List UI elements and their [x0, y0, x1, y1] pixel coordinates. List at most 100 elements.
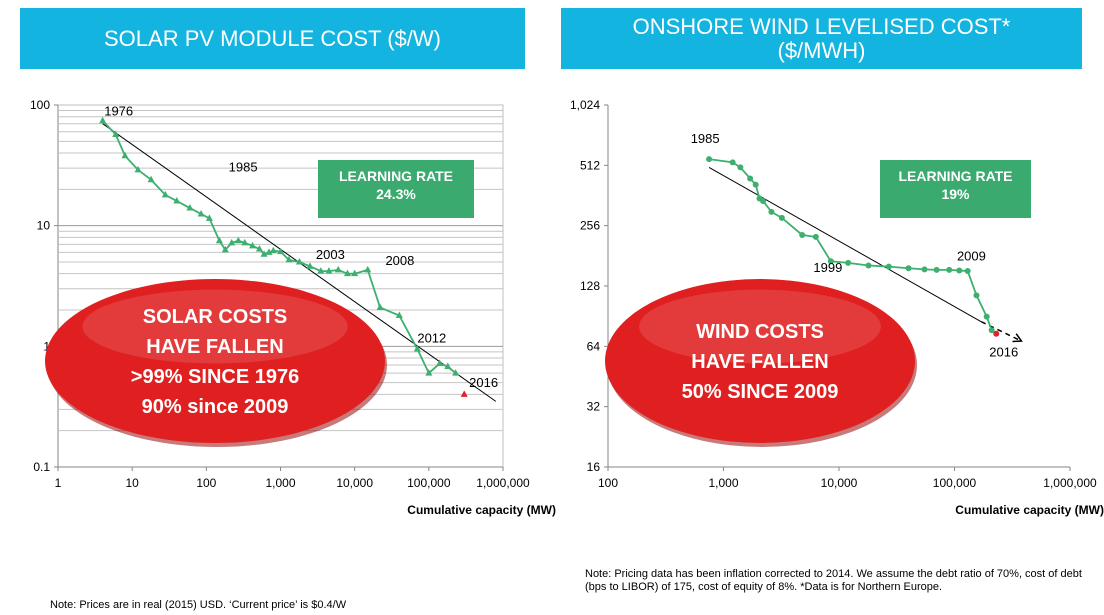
x-tick-label: 10,000 [336, 476, 373, 490]
wind-note: Note: Pricing data has been inflation co… [585, 568, 1082, 593]
y-tick-label: 0.1 [33, 460, 50, 474]
data-point [444, 362, 452, 370]
y-tick-label: 512 [580, 158, 600, 172]
data-point [905, 265, 912, 272]
year-annotation: 2008 [385, 253, 414, 268]
callout-text: 50% SINCE 2009 [682, 381, 839, 403]
data-point [285, 255, 293, 263]
y-tick-label: 16 [587, 460, 601, 474]
x-tick-label: 100,000 [407, 476, 451, 490]
data-point [277, 247, 284, 255]
data-point [161, 190, 169, 198]
year-annotation: 2009 [957, 248, 986, 263]
callout-ellipse [605, 279, 915, 443]
callout-text: WIND COSTS [696, 321, 824, 343]
data-point [845, 259, 852, 266]
year-annotation: 1985 [691, 131, 720, 146]
year-annotation: 2003 [316, 247, 345, 262]
data-point [269, 246, 277, 254]
data-point [413, 345, 421, 352]
data-point [234, 236, 242, 244]
data-point [260, 250, 268, 257]
data-point [933, 266, 940, 273]
data-point [186, 204, 194, 211]
solar-chart: 0.1 1 10 100 1 10 100 1,000 10,000 100,000 1,000,0… [30, 98, 556, 517]
current-price-point [460, 390, 468, 397]
solar-title-text: SOLAR PV MODULE COST ($/W) [104, 25, 441, 51]
data-point [134, 165, 142, 173]
y-tick-label: 1,024 [570, 98, 600, 112]
year-annotation: 2016 [989, 344, 1018, 359]
learning-rate-label: LEARNING RATE [898, 168, 1012, 184]
trendline [708, 166, 982, 323]
callout-text: >99% SINCE 1976 [131, 366, 299, 388]
data-point [255, 245, 263, 252]
y-tick-label: 100 [30, 98, 50, 112]
data-point [885, 263, 892, 270]
learning-rate-box [880, 160, 1031, 218]
data-point [946, 266, 953, 273]
data-point [706, 156, 713, 163]
x-tick-label: 10,000 [821, 476, 858, 490]
wind-panel-title: ONSHORE WIND LEVELISED COST* ($/MWH) [561, 8, 1082, 69]
data-point [351, 269, 359, 277]
data-point [737, 164, 744, 171]
data-point [799, 231, 806, 238]
data-point [343, 269, 351, 277]
y-tick-label: 32 [587, 400, 601, 414]
x-axis-label: Cumulative capacity (MW) [407, 503, 556, 517]
data-point [205, 214, 213, 221]
learning-rate-value: 19% [941, 186, 970, 202]
data-point [334, 265, 342, 273]
callout-text: 90% since 2009 [142, 396, 289, 418]
data-point [973, 292, 980, 299]
data-point [988, 327, 995, 334]
data-point [376, 303, 384, 310]
callout-text: HAVE FALLEN [691, 351, 828, 373]
learning-rate-label: LEARNING RATE [339, 168, 453, 184]
extrapolation-line [980, 320, 1022, 342]
wind-chart: 16 32 64 128 256 512 1,024 100 1,000 10,000 100,00… [570, 98, 1104, 517]
learning-rate-value: 24.3% [376, 186, 416, 202]
data-point [221, 245, 229, 253]
data-point [778, 214, 785, 221]
solar-panel-title: SOLAR PV MODULE COST ($/W) [20, 8, 525, 69]
data-point [760, 197, 767, 204]
data-point [241, 238, 249, 246]
data-point [173, 197, 181, 204]
x-tick-label: 1 [55, 476, 62, 490]
data-point [436, 359, 444, 367]
data-point [812, 233, 819, 240]
data-point [265, 248, 273, 255]
callout-highlight [82, 289, 348, 364]
data-point [752, 181, 759, 188]
data-point [964, 268, 971, 275]
data-point [747, 175, 754, 182]
data-point [197, 209, 205, 217]
data-point [768, 208, 775, 215]
callout-text: HAVE FALLEN [146, 336, 283, 358]
data-point [983, 313, 990, 320]
data-point [827, 258, 834, 265]
y-tick-label: 256 [580, 219, 600, 233]
x-axis-label: Cumulative capacity (MW) [955, 503, 1104, 517]
data-point [295, 257, 303, 265]
data-point [325, 267, 333, 274]
callout-text: SOLAR COSTS [143, 306, 287, 328]
data-point [228, 238, 236, 246]
data-point [956, 267, 963, 274]
data-point [215, 236, 223, 244]
year-annotation: 2012 [417, 330, 446, 345]
y-tick-label: 10 [37, 219, 51, 233]
data-point [425, 369, 433, 376]
data-point [729, 159, 736, 166]
year-annotation: 1985 [229, 160, 258, 175]
data-point [317, 267, 325, 274]
extrapolation-arrowhead [1012, 333, 1023, 343]
y-tick-label: 128 [580, 279, 600, 293]
callout-ellipse [45, 279, 385, 443]
x-tick-label: 1,000,000 [1043, 476, 1097, 490]
data-point [306, 262, 314, 269]
data-point [395, 311, 403, 319]
x-tick-label: 10 [125, 476, 139, 490]
